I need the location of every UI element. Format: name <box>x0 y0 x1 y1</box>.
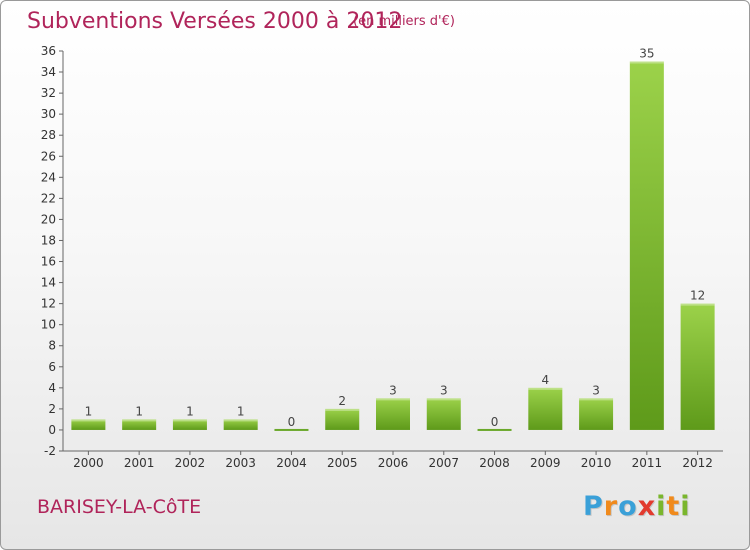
x-tick-label: 2008 <box>479 456 510 470</box>
x-tick-label: 2003 <box>225 456 256 470</box>
x-tick-label: 2007 <box>428 456 459 470</box>
bar <box>376 398 410 430</box>
data-label: 3 <box>592 383 600 397</box>
x-tick-label: 2001 <box>124 456 155 470</box>
bar-highlight <box>376 398 410 401</box>
commune-name: BARISEY-LA-CôTE <box>37 496 202 518</box>
bar-highlight <box>325 408 360 411</box>
bar <box>680 303 715 430</box>
logo-letter: i <box>656 491 667 522</box>
y-tick-label: 28 <box>41 128 56 142</box>
y-tick-label: 14 <box>41 276 56 290</box>
data-label: 1 <box>85 404 93 418</box>
y-tick-label: 20 <box>41 212 56 226</box>
chart-subtitle: (en milliers d'€) <box>353 14 455 29</box>
data-label: 3 <box>389 383 397 397</box>
data-label: 1 <box>135 404 143 418</box>
data-label: 4 <box>541 373 549 387</box>
y-tick-label: 26 <box>41 149 56 163</box>
logo-letter: x <box>637 491 657 522</box>
data-label: 1 <box>237 404 245 418</box>
data-label: 35 <box>639 47 654 61</box>
y-tick-label: 2 <box>48 402 56 416</box>
bar-highlight <box>122 419 157 422</box>
bar <box>426 398 461 430</box>
bar-highlight <box>528 387 563 390</box>
bar <box>477 428 512 431</box>
data-label: 1 <box>186 404 194 418</box>
y-tick-label: 8 <box>48 339 56 353</box>
y-tick-label: 6 <box>48 360 56 374</box>
bar-highlight <box>71 419 106 422</box>
x-tick-label: 2006 <box>378 456 409 470</box>
bar <box>223 419 258 430</box>
logo-letter: o <box>618 491 638 522</box>
bar-highlight <box>680 303 715 306</box>
y-tick-label: -2 <box>44 444 56 458</box>
y-tick-label: 16 <box>41 255 56 269</box>
y-tick-label: 24 <box>41 170 56 184</box>
bar-highlight <box>629 61 664 64</box>
bar-highlight <box>223 419 258 422</box>
bar <box>172 419 207 430</box>
y-tick-label: 4 <box>48 381 56 395</box>
data-label: 2 <box>338 394 346 408</box>
x-tick-label: 2004 <box>276 456 307 470</box>
bar <box>528 387 563 430</box>
y-tick-label: 32 <box>41 86 56 100</box>
bar <box>274 428 309 431</box>
proxiti-logo: Proxiti <box>583 491 691 522</box>
bar-highlight <box>426 398 461 401</box>
logo-letter: r <box>603 491 619 522</box>
bar-highlight <box>579 398 614 401</box>
data-label: 3 <box>440 383 448 397</box>
y-tick-label: 0 <box>48 423 56 437</box>
bar <box>579 398 614 430</box>
x-tick-label: 2011 <box>632 456 663 470</box>
data-label: 12 <box>690 289 705 303</box>
bar <box>325 408 360 430</box>
data-label: 0 <box>491 415 499 429</box>
bar-highlight <box>172 419 207 422</box>
logo-letter: t <box>666 491 681 522</box>
x-tick-label: 2010 <box>581 456 612 470</box>
y-tick-label: 36 <box>41 44 56 58</box>
data-label: 0 <box>288 415 296 429</box>
logo-letter: i <box>680 491 691 522</box>
x-tick-label: 2009 <box>530 456 561 470</box>
y-tick-label: 10 <box>41 318 56 332</box>
logo-letter: P <box>583 491 604 522</box>
x-tick-label: 2012 <box>682 456 713 470</box>
y-tick-label: 12 <box>41 297 56 311</box>
y-tick-label: 30 <box>41 107 56 121</box>
bar <box>71 419 106 430</box>
x-tick-label: 2000 <box>73 456 104 470</box>
y-tick-label: 22 <box>41 191 56 205</box>
x-tick-label: 2002 <box>175 456 206 470</box>
y-tick-label: 18 <box>41 233 56 247</box>
chart-title: Subventions Versées 2000 à 2012 <box>27 9 403 34</box>
y-tick-label: 34 <box>41 65 56 79</box>
x-tick-label: 2005 <box>327 456 358 470</box>
bar <box>629 61 664 430</box>
bar <box>122 419 157 430</box>
